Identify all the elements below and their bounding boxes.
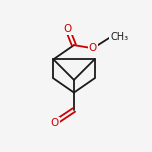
Text: CH₃: CH₃ — [110, 32, 128, 42]
Text: O: O — [64, 24, 72, 34]
Text: O: O — [51, 118, 59, 128]
Text: O: O — [89, 43, 97, 53]
